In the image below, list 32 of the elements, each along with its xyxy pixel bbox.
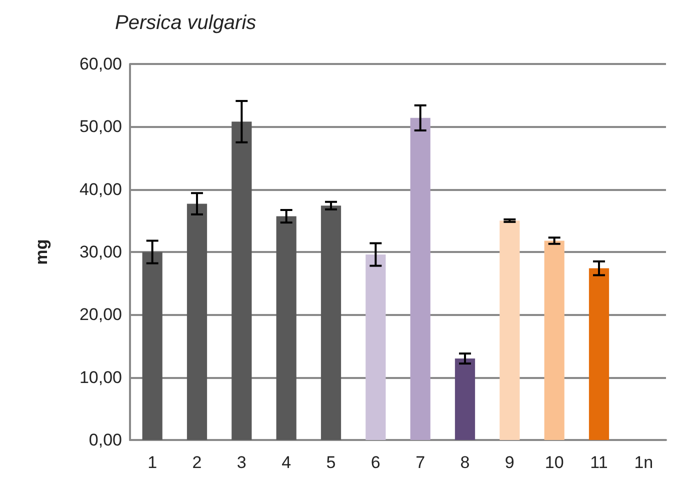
- y-axis-title: mg: [32, 239, 51, 265]
- x-tick-label: 2: [192, 453, 202, 472]
- x-tick-label: 9: [504, 453, 514, 472]
- chart-title: Persica vulgaris: [115, 12, 256, 34]
- x-tick-label: 3: [236, 453, 246, 472]
- bar: [276, 216, 296, 440]
- x-tick-label: 8: [460, 453, 470, 472]
- y-tick-label: 30,00: [79, 242, 122, 262]
- x-tick-label: 7: [416, 453, 426, 472]
- bar: [186, 204, 208, 440]
- bar: [500, 220, 520, 440]
- bar: [320, 206, 342, 440]
- x-tick-label: 10: [544, 453, 564, 472]
- y-tick-label: 40,00: [79, 180, 122, 199]
- x-tick-label: 11: [590, 453, 608, 472]
- bar: [366, 254, 386, 440]
- y-tick-label: 10,00: [79, 368, 122, 387]
- x-tick-label: 5: [326, 453, 336, 472]
- x-tick-label: 1n: [634, 453, 654, 472]
- bar: [142, 252, 162, 440]
- x-tick-label: 6: [370, 453, 380, 472]
- y-tick-label: 20,00: [79, 305, 122, 324]
- x-tick-label: 1: [148, 453, 158, 472]
- y-tick-label: 60,00: [79, 54, 122, 74]
- bar: [544, 240, 564, 440]
- bar: [454, 358, 476, 440]
- y-tick-label: 0,00: [88, 430, 122, 450]
- y-tick-label: 50,00: [79, 117, 122, 136]
- x-tick-label: 4: [282, 453, 292, 472]
- bar: [232, 122, 252, 440]
- bar: [588, 268, 610, 440]
- bar: [410, 118, 430, 440]
